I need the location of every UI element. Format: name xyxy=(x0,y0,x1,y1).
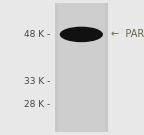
Bar xyxy=(55,3,108,132)
Text: 33 K -: 33 K - xyxy=(24,77,50,85)
Text: ←  PAR4: ← PAR4 xyxy=(111,29,144,39)
Text: 48 K -: 48 K - xyxy=(24,30,50,39)
Bar xyxy=(58,3,105,132)
Ellipse shape xyxy=(60,27,103,42)
Text: 28 K -: 28 K - xyxy=(24,100,50,109)
